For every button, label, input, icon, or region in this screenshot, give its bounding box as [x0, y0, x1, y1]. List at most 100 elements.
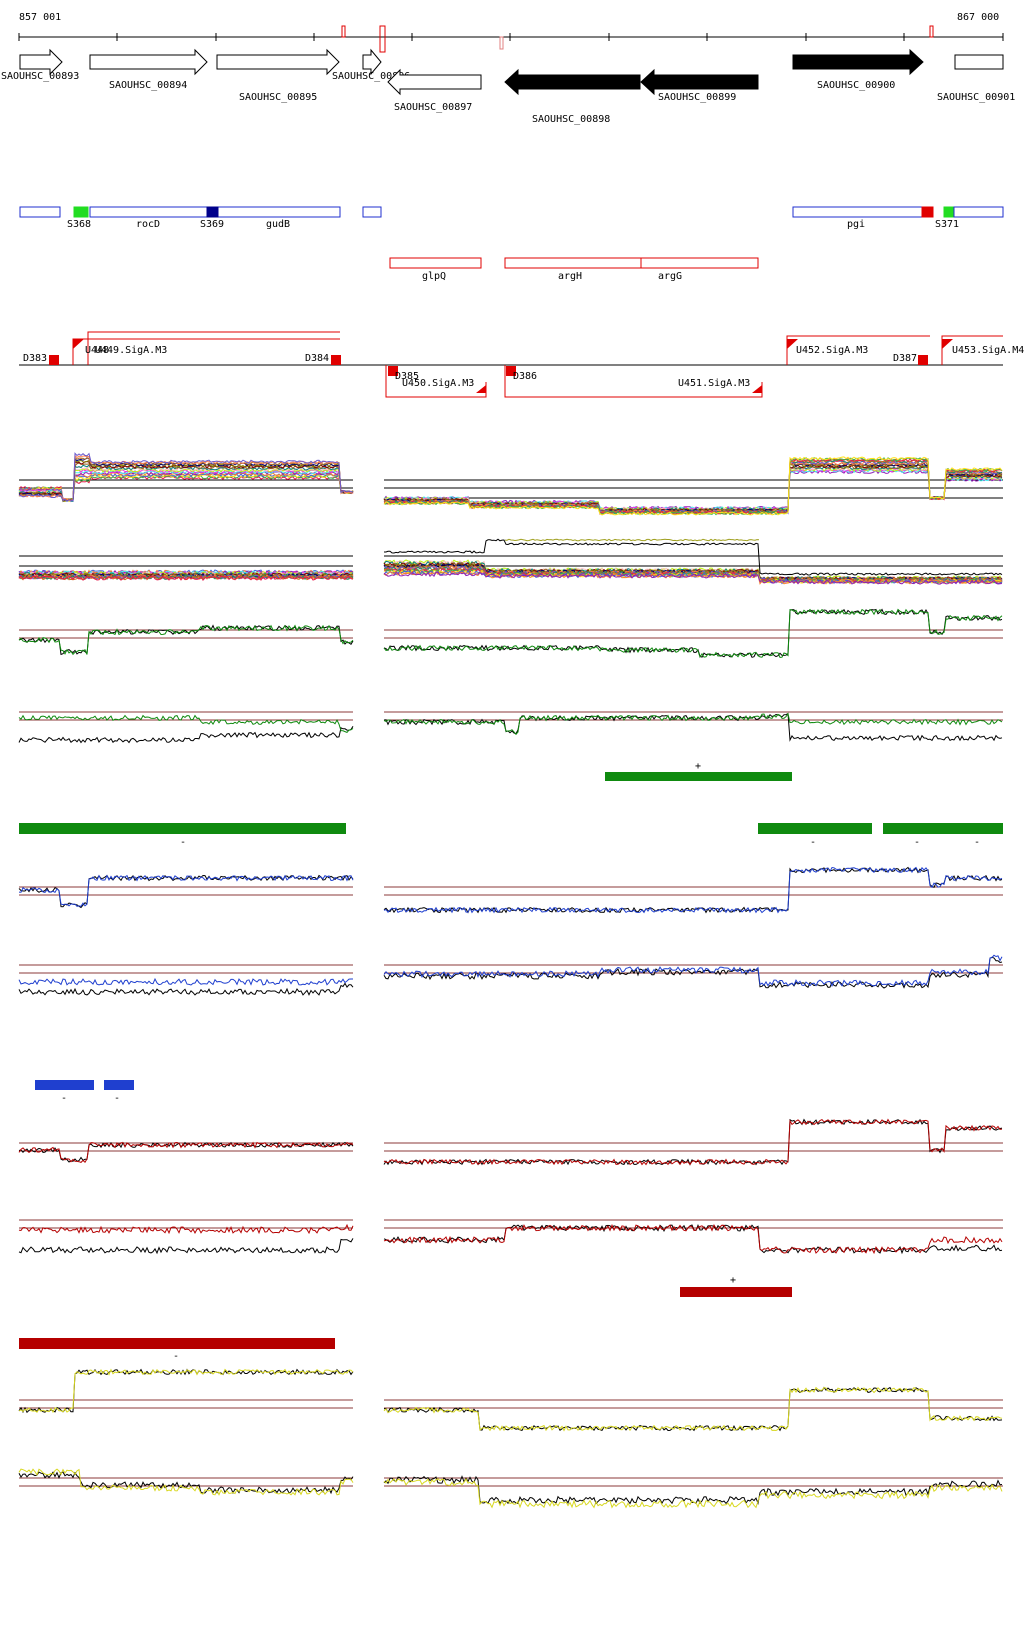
promoter-track: D383 U448 U449.SigA.M3 D384 D385 U450.Si… — [19, 331, 1024, 398]
terminator-label-d387: D387 — [893, 353, 917, 364]
expression-trace — [383, 608, 1003, 658]
expression-trace — [18, 1468, 354, 1496]
operon-label-s371: S371 — [935, 219, 959, 230]
expression-trace — [18, 1141, 354, 1163]
expression-trace — [18, 573, 354, 580]
gene-saouhsc-00901[interactable]: SAOUHSC_00901 — [937, 54, 1015, 103]
terminator-label-d386: D386 — [513, 371, 537, 382]
expression-trace — [18, 1223, 354, 1235]
gene-saouhsc-00898[interactable]: SAOUHSC_00898 — [504, 68, 641, 125]
expression-trace — [383, 1223, 1003, 1255]
segment-green-plus[interactable] — [605, 772, 792, 781]
segment-red-plus[interactable] — [680, 1287, 792, 1297]
promoter-label-u452: U452.SigA.M3 — [796, 345, 868, 356]
terminator-label-d385: D385 — [395, 371, 419, 382]
terminator-label-d383: D383 — [23, 353, 47, 364]
expression-trace — [384, 538, 1003, 576]
segment-green-minus[interactable] — [883, 823, 1003, 834]
gene-label: SAOUHSC_00898 — [532, 114, 610, 125]
expression-trace — [383, 1386, 1003, 1432]
expression-trace — [383, 571, 1003, 585]
start-coordinate: 857 001 — [19, 12, 62, 23]
end-coordinate: 867 000 — [957, 12, 1000, 23]
gene-label: SAOUHSC_00896 — [332, 71, 410, 82]
gene-saouhsc-00896[interactable]: SAOUHSC_00896 — [332, 48, 410, 82]
operon-track-red: glpQ argH argG — [389, 257, 759, 282]
expression-trace — [383, 456, 1003, 516]
operon-label-gudb: gudB — [266, 219, 290, 230]
expression-trace — [18, 1368, 354, 1414]
promoter-label-u449: U449.SigA.M3 — [95, 345, 167, 356]
segment-red-minus[interactable] — [19, 1338, 335, 1349]
operon-label-argh: argH — [558, 271, 582, 282]
gene-label: SAOUHSC_00893 — [1, 71, 79, 82]
operon-label-argg: argG — [658, 271, 682, 282]
strand-mark: - — [180, 837, 186, 848]
operon-label-pgi: pgi — [847, 219, 865, 230]
expression-trace — [504, 538, 760, 542]
gene-saouhsc-00900[interactable]: SAOUHSC_00900 — [792, 48, 924, 91]
expression-trace — [18, 726, 354, 744]
expression-trace — [18, 982, 354, 996]
expression-trace — [383, 1118, 1003, 1166]
operon-label-s369: S369 — [200, 219, 224, 230]
gene-saouhsc-00895[interactable]: SAOUHSC_00895 — [216, 48, 340, 103]
segment-green-minus[interactable] — [758, 823, 872, 834]
gene-label: SAOUHSC_00897 — [394, 102, 472, 113]
expression-trace — [383, 1118, 1003, 1166]
strand-mark: + — [730, 1275, 736, 1286]
expression-trace — [383, 712, 1003, 736]
promoter-label-u453: U453.SigA.M4 — [952, 345, 1024, 356]
promoter-label-u451: U451.SigA.M3 — [678, 378, 750, 389]
expression-trace — [18, 977, 353, 986]
expression-trace — [18, 452, 354, 502]
gene-label: SAOUHSC_00901 — [937, 92, 1015, 103]
segment-blue-minus[interactable] — [35, 1080, 94, 1090]
strand-mark: - — [914, 837, 920, 848]
expression-trace — [18, 472, 354, 502]
gene-saouhsc-00894[interactable]: SAOUHSC_00894 — [89, 48, 208, 91]
gene-label: SAOUHSC_00899 — [658, 92, 736, 103]
gene-saouhsc-00897[interactable]: SAOUHSC_00897 — [387, 68, 482, 113]
gene-label: SAOUHSC_00894 — [109, 80, 187, 91]
expression-trace — [18, 1141, 354, 1163]
expression-tracks — [18, 452, 1003, 1509]
expression-trace — [383, 1386, 1003, 1432]
coordinate-ruler — [18, 25, 1004, 53]
operon-track-blue: S368 rocD S369 gudB pgi S371 — [19, 206, 1004, 230]
expression-trace — [383, 608, 1003, 659]
gene-saouhsc-00893[interactable]: SAOUHSC_00893 — [1, 48, 79, 82]
segment-blue-minus[interactable] — [104, 1080, 134, 1090]
expression-trace — [383, 956, 1003, 989]
expression-trace — [18, 1368, 354, 1414]
terminator-label-d384: D384 — [305, 353, 329, 364]
expression-trace — [383, 1223, 1003, 1255]
operon-label-rocd: rocD — [136, 219, 160, 230]
expression-trace — [18, 874, 354, 907]
expression-trace — [383, 1475, 1003, 1506]
expression-trace — [383, 954, 1003, 987]
strand-mark: - — [61, 1093, 67, 1104]
expression-trace — [18, 1238, 354, 1255]
expression-trace — [18, 624, 354, 656]
strand-mark: - — [173, 1351, 179, 1362]
segment-green-minus[interactable] — [19, 823, 346, 834]
expression-trace — [383, 1477, 1003, 1509]
gene-saouhsc-00899[interactable]: SAOUHSC_00899 — [640, 68, 759, 103]
gene-label: SAOUHSC_00900 — [817, 80, 895, 91]
strand-mark: - — [810, 837, 816, 848]
strand-mark: - — [114, 1093, 120, 1104]
strand-mark: - — [974, 837, 980, 848]
gene-track: SAOUHSC_00893 SAOUHSC_00894 SAOUHSC_0089… — [1, 48, 1015, 125]
gene-label: SAOUHSC_00895 — [239, 92, 317, 103]
expression-trace — [18, 874, 354, 909]
promoter-label-u450: U450.SigA.M3 — [402, 378, 474, 389]
expression-trace — [383, 866, 1003, 914]
operon-label-s368: S368 — [67, 219, 91, 230]
strand-mark: + — [695, 761, 701, 772]
promoter-label-u448: U448 — [85, 345, 109, 356]
expression-trace — [18, 575, 354, 581]
operon-label-glpq: glpQ — [422, 271, 446, 282]
segment-track: + - - - - - - + - — [19, 761, 1003, 1362]
expression-trace — [18, 714, 354, 733]
